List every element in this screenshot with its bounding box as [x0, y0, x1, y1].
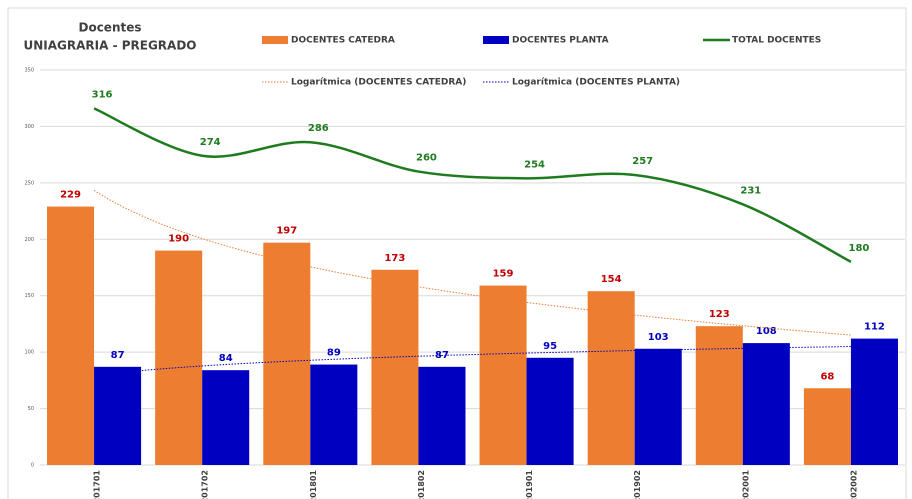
bar: [371, 269, 419, 465]
data-label: 180: [849, 243, 870, 254]
data-label: 274: [200, 137, 221, 148]
bar: [634, 348, 682, 465]
bar: [263, 242, 311, 465]
y-tick-label: 150: [24, 293, 34, 299]
y-tick-label: 50: [28, 406, 34, 412]
data-label: 95: [543, 341, 557, 352]
chart-subtitle: UNIAGRARIA - PREGRADO: [23, 39, 196, 53]
x-tick-label: 202001: [741, 470, 750, 499]
x-tick-label: 201701: [93, 470, 102, 499]
bar: [695, 326, 743, 465]
data-label: 154: [601, 274, 622, 285]
bar: [310, 364, 358, 465]
trendline: [94, 346, 851, 377]
data-label: 229: [60, 190, 81, 201]
trendline: [93, 189, 851, 336]
legend-label: TOTAL DOCENTES: [732, 36, 821, 46]
bar: [418, 366, 466, 465]
legend-swatch: [262, 36, 288, 44]
y-tick-label: 300: [24, 124, 34, 130]
line: [93, 107, 852, 263]
y-tick-label: 0: [31, 463, 34, 469]
x-tick-label: 201901: [525, 470, 534, 499]
data-label: 231: [740, 185, 761, 196]
data-label: 123: [709, 309, 730, 320]
data-label: 286: [308, 123, 329, 134]
chart-title: Docentes: [78, 21, 141, 35]
bar: [742, 343, 790, 465]
bar: [202, 370, 250, 465]
data-label: 254: [524, 159, 545, 170]
x-tick-label: 202002: [849, 470, 858, 499]
y-tick-label: 250: [24, 180, 34, 186]
data-label: 87: [111, 350, 125, 361]
legend-label: Logarítmica (DOCENTES PLANTA): [512, 78, 680, 88]
bar: [479, 285, 527, 465]
data-label: 112: [864, 322, 885, 333]
x-tick-label: 201802: [417, 470, 426, 499]
data-label: 197: [276, 226, 297, 237]
data-label: 89: [327, 348, 341, 359]
y-tick-label: 350: [24, 68, 34, 74]
data-label: 84: [219, 353, 233, 364]
x-tick-label: 201902: [633, 470, 642, 499]
bar: [47, 206, 95, 466]
data-label: 260: [416, 153, 437, 164]
x-tick-label: 201702: [201, 470, 210, 499]
data-label: 316: [92, 89, 113, 100]
x-tick-label: 201801: [309, 470, 318, 499]
bar: [587, 291, 635, 465]
legend-label: Logarítmica (DOCENTES CATEDRA): [291, 78, 466, 88]
bar: [94, 366, 142, 465]
data-label: 190: [168, 234, 189, 245]
data-label: 159: [493, 269, 514, 280]
y-tick-label: 100: [24, 350, 34, 356]
legend-label: DOCENTES PLANTA: [512, 36, 609, 46]
data-label: 103: [648, 332, 669, 343]
legend-label: DOCENTES CATEDRA: [291, 36, 395, 46]
bar: [850, 338, 898, 465]
data-label: 68: [820, 371, 834, 382]
bar: [155, 250, 203, 465]
y-tick-label: 200: [24, 237, 34, 243]
bar: [803, 388, 851, 465]
data-label: 108: [756, 326, 777, 337]
bar: [526, 357, 574, 465]
data-label: 257: [632, 156, 653, 167]
data-label: 173: [384, 253, 405, 264]
legend-swatch: [483, 36, 509, 44]
